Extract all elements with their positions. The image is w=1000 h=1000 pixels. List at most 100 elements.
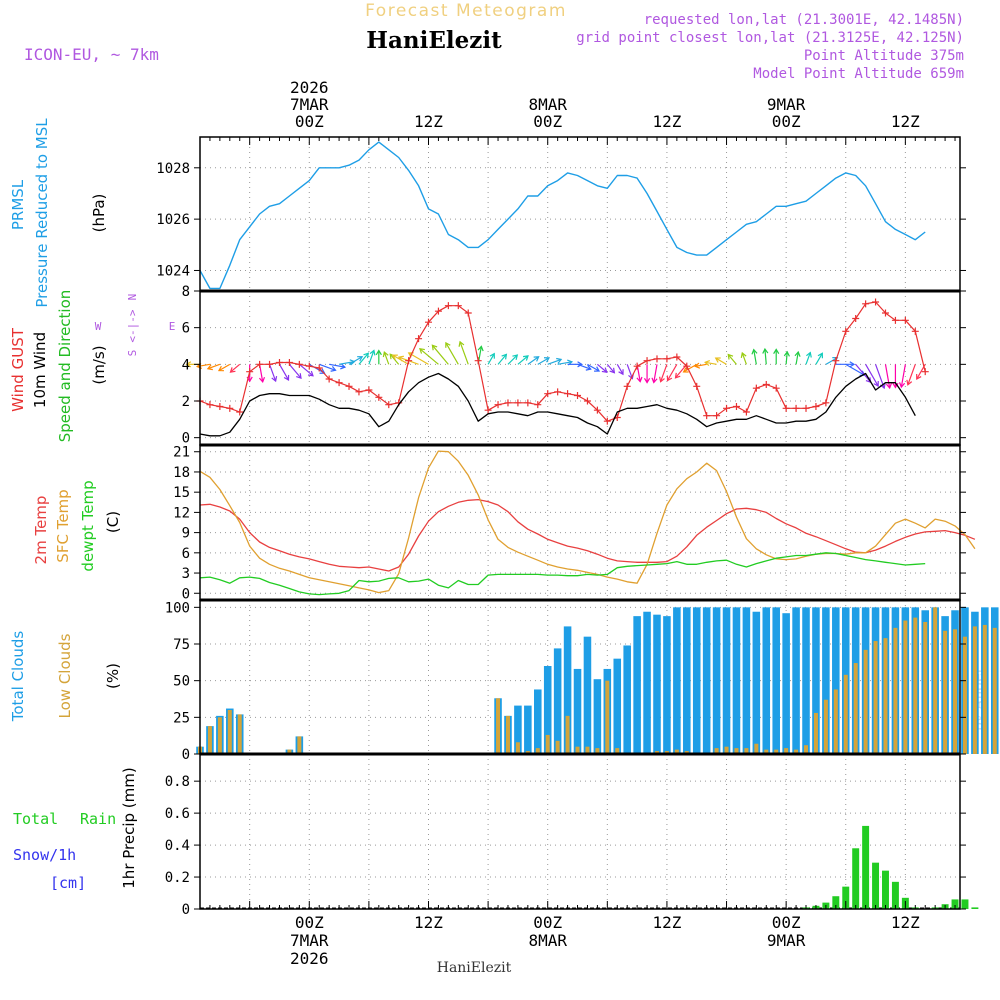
- low-cloud-bar: [992, 627, 997, 754]
- snow-label: Snow/1h: [13, 846, 76, 864]
- gust-marker: [444, 302, 452, 310]
- gust-marker: [752, 384, 760, 392]
- y-tick-label: 0.6: [165, 806, 190, 822]
- wind-arrow-head: [666, 375, 673, 382]
- station-name: HaniElezit: [366, 27, 502, 54]
- gust-marker: [474, 357, 482, 365]
- point-altitude: Point Altitude 375m: [804, 48, 964, 64]
- rain-bar: [961, 899, 969, 909]
- low-cloud-bar: [585, 746, 590, 754]
- wind-direction-arrow: [884, 364, 891, 389]
- gust-marker: [782, 404, 790, 412]
- low-cloud-bar: [843, 674, 848, 754]
- gust-marker: [762, 381, 770, 388]
- wind-direction-arrow: [865, 364, 879, 387]
- gust-marker: [385, 401, 393, 409]
- wind-direction-arrow: [278, 364, 290, 381]
- wind-direction-arrow: [329, 363, 346, 368]
- wind-direction-arrow: [445, 342, 459, 365]
- wind-direction-arrow: [695, 363, 707, 367]
- compass-north: N: [126, 294, 139, 301]
- low-cloud-bar: [913, 617, 918, 754]
- wind-direction-arrow: [845, 363, 865, 376]
- wind-direction-arrow: [459, 341, 469, 365]
- low-cloud-bar: [535, 748, 540, 754]
- y-tick-label: 2: [182, 394, 190, 410]
- total-cloud-bar: [732, 607, 741, 754]
- gust-marker: [424, 318, 432, 326]
- cloud-panel-labels: Total Clouds Low Clouds (%): [9, 631, 122, 723]
- wind-arrow-head: [363, 352, 370, 359]
- y-tick-label: 0: [182, 586, 190, 602]
- wind-arrow-head: [330, 366, 337, 372]
- gust-marker: [802, 404, 810, 412]
- wind-direction-arrow: [683, 363, 698, 373]
- total-cloud-bar: [514, 705, 522, 754]
- precip-unit: 1hr Precip (mm): [120, 767, 138, 888]
- total-cloud-bar: [673, 607, 681, 754]
- wind-direction-arrow: [383, 351, 390, 365]
- wind-arrow-head: [185, 361, 192, 368]
- low-cloud-bar: [972, 626, 977, 754]
- wind-direction-arrow: [358, 352, 369, 365]
- wind-direction-arrow: [319, 363, 336, 371]
- rain-bar: [832, 896, 840, 909]
- y-tick-label: 100: [165, 600, 190, 616]
- cloud-unit: (%): [104, 663, 122, 689]
- wind-direction-arrow: [660, 364, 668, 382]
- temp-unit: (C): [104, 511, 122, 533]
- grid-layer: [200, 137, 960, 910]
- y-tick-label: 0.2: [165, 870, 190, 886]
- axes-layer: 1024102610280246803691215182102550751000…: [156, 78, 966, 968]
- wind-direction-arrow: [288, 363, 302, 379]
- y-tick-label: 1028: [156, 161, 190, 177]
- y-tick-label: 4: [182, 357, 190, 373]
- wind-direction-arrow: [785, 351, 788, 365]
- y-tick-label: 0: [182, 431, 190, 447]
- wind-direction-arrow: [268, 364, 277, 382]
- wind-arrow-head: [873, 381, 879, 388]
- gust-marker: [534, 401, 542, 409]
- wind-direction-arrow: [764, 348, 767, 365]
- low-cloud-bar: [605, 680, 610, 754]
- low-cloud-bar: [505, 715, 510, 754]
- wind-arrow-head: [659, 376, 665, 383]
- gust-marker: [315, 364, 323, 372]
- wind-direction-arrow: [497, 354, 507, 365]
- total-cloud-bar: [623, 645, 631, 754]
- wind-direction-arrow: [368, 350, 375, 365]
- wind-dir-label: Speed and Direction: [56, 290, 74, 443]
- wind-arrow-head: [618, 369, 624, 376]
- wind-arrow-head: [458, 340, 465, 347]
- gust-marker: [643, 357, 651, 365]
- wind-direction-arrow: [587, 363, 600, 372]
- frame-layer: [199, 136, 961, 910]
- compass-east: E: [169, 320, 176, 333]
- low-cloud-bar: [496, 698, 501, 754]
- wind-arrow-head: [556, 357, 563, 364]
- y-tick-label: 0: [182, 747, 190, 763]
- wind-arrow-head: [601, 367, 608, 373]
- wind-direction-arrow: [795, 351, 799, 365]
- y-tick-label: 9: [182, 526, 190, 542]
- wind-arrow-head: [609, 367, 616, 374]
- gust-marker: [653, 355, 661, 363]
- low-cloud-bar: [615, 748, 620, 754]
- compass-label: <-|->: [126, 309, 139, 342]
- wind-arrow-head: [906, 379, 913, 386]
- wind-arrow-head: [849, 361, 856, 368]
- total-cloud-bar: [802, 607, 810, 754]
- wind-direction-arrow: [408, 352, 429, 365]
- wind-direction-arrow: [517, 355, 529, 365]
- wind-arrow-head: [229, 367, 236, 373]
- wind-arrow-head: [431, 344, 438, 351]
- low-cloud-bar: [893, 627, 898, 754]
- wind-arrow-head: [375, 349, 382, 356]
- total-cloud-bar: [822, 607, 830, 754]
- x-axis-label-bottom: 7MAR: [290, 931, 329, 950]
- wind-arrow-head: [533, 356, 540, 362]
- total-cloud-bar: [742, 607, 751, 754]
- gust-marker: [891, 316, 899, 324]
- total-cloud-bar: [683, 607, 691, 754]
- low-cloud-bar: [933, 607, 938, 754]
